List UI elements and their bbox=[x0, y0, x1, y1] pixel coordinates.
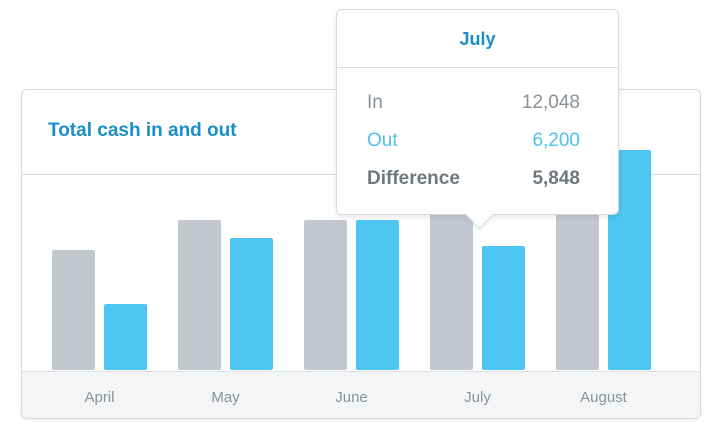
chart-title: Total cash in and out bbox=[48, 120, 237, 141]
bar-in-may[interactable] bbox=[178, 220, 221, 370]
tooltip-row-out: Out 6,200 bbox=[367, 130, 580, 156]
tooltip-row-in: In 12,048 bbox=[367, 92, 580, 118]
x-tick-june: June bbox=[335, 389, 368, 406]
tooltip-month: July bbox=[337, 10, 618, 68]
tooltip-in-value: 12,048 bbox=[521, 92, 580, 113]
tooltip-difference-label: Difference bbox=[367, 168, 460, 189]
x-axis-band bbox=[22, 371, 700, 418]
bar-in-august[interactable] bbox=[556, 172, 599, 370]
bar-out-april[interactable] bbox=[104, 304, 147, 370]
tooltip-difference-value: 5,848 bbox=[532, 168, 580, 189]
x-tick-august: August bbox=[580, 389, 628, 406]
x-tick-july: July bbox=[464, 389, 491, 406]
x-tick-may: May bbox=[211, 389, 240, 406]
bar-out-july[interactable] bbox=[482, 246, 525, 370]
tooltip-out-label: Out bbox=[367, 130, 398, 151]
bars-group bbox=[52, 129, 651, 370]
tooltip-out-value: 6,200 bbox=[532, 130, 580, 151]
x-tick-labels: April May June July August bbox=[84, 389, 627, 406]
x-tick-april: April bbox=[84, 389, 114, 406]
bar-in-april[interactable] bbox=[52, 250, 95, 370]
bar-out-may[interactable] bbox=[230, 238, 273, 370]
tooltip-row-difference: Difference 5,848 bbox=[367, 168, 580, 194]
july-tooltip: July In 12,048 Out 6,200 Difference 5,84… bbox=[336, 9, 619, 229]
bar-out-june[interactable] bbox=[356, 220, 399, 370]
bar-in-june[interactable] bbox=[304, 220, 347, 370]
tooltip-in-label: In bbox=[367, 92, 383, 113]
